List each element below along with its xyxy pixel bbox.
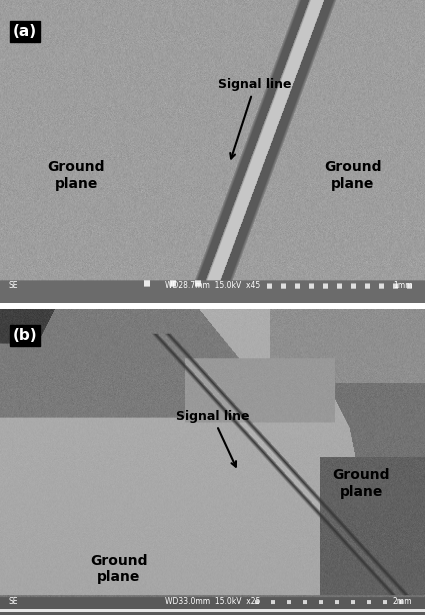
Text: 2mm: 2mm bbox=[393, 597, 412, 606]
Text: (a): (a) bbox=[13, 24, 37, 39]
Text: Signal line: Signal line bbox=[218, 78, 292, 159]
Text: Ground
plane: Ground plane bbox=[48, 161, 105, 191]
Text: Signal line: Signal line bbox=[176, 410, 249, 467]
Text: WD28.7mm  15.0kV  x45: WD28.7mm 15.0kV x45 bbox=[165, 282, 260, 290]
Text: WD33.0mm  15.0kV  x25: WD33.0mm 15.0kV x25 bbox=[165, 597, 260, 606]
Text: SE: SE bbox=[8, 282, 18, 290]
Text: Ground
plane: Ground plane bbox=[90, 554, 148, 584]
Text: 1mm: 1mm bbox=[393, 282, 412, 290]
Text: SE: SE bbox=[8, 597, 18, 606]
Text: (b): (b) bbox=[13, 328, 37, 343]
Text: Ground
plane: Ground plane bbox=[324, 161, 382, 191]
Text: Ground
plane: Ground plane bbox=[332, 469, 390, 499]
